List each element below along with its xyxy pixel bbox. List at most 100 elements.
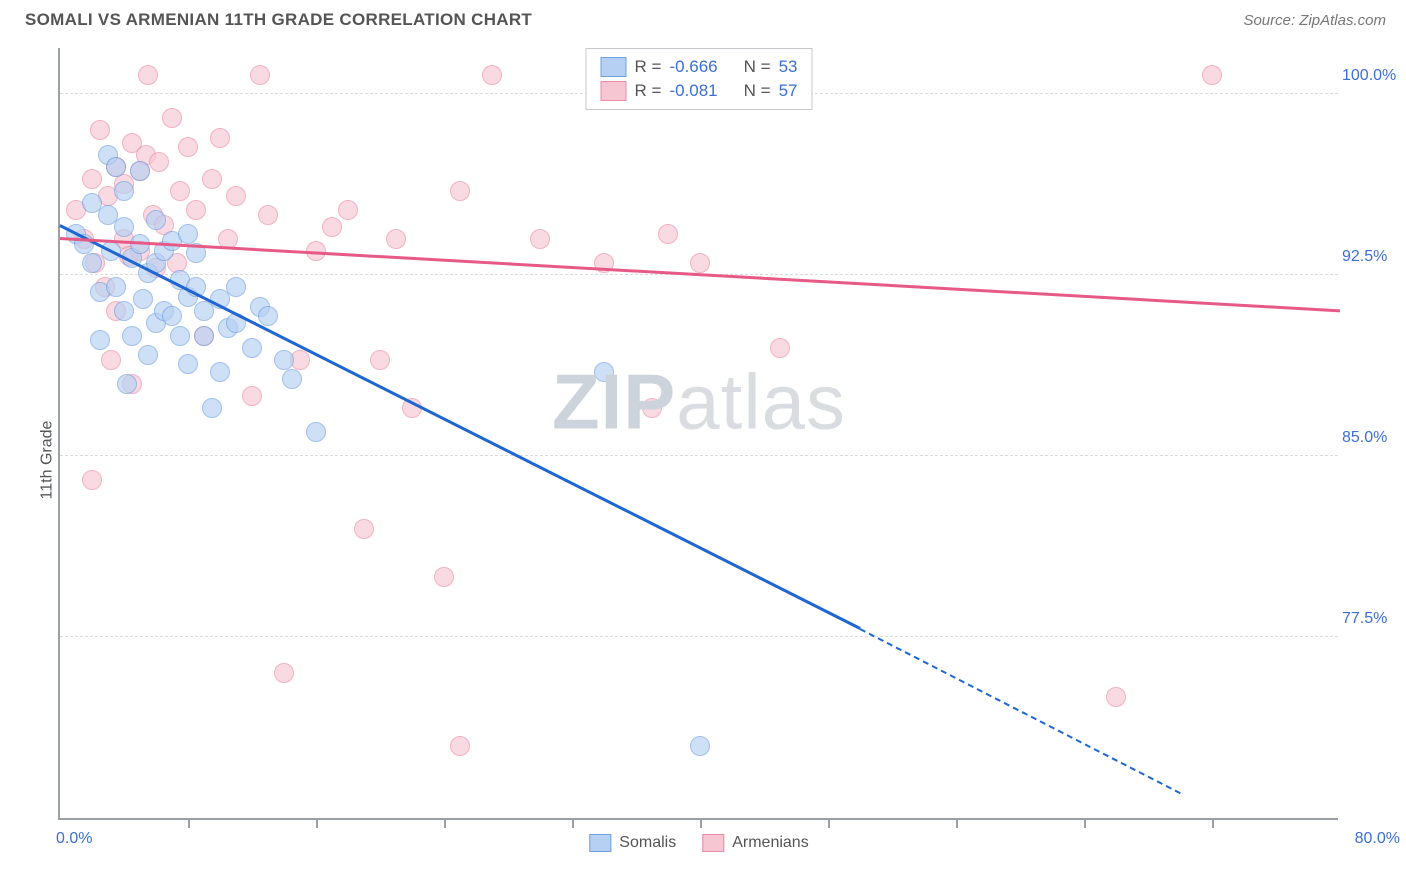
legend-item-somali: Somalis bbox=[589, 834, 676, 852]
scatter-point bbox=[146, 210, 166, 230]
legend-item-armenian: Armenians bbox=[702, 834, 808, 852]
x-axis-min-label: 0.0% bbox=[56, 830, 92, 848]
x-tick bbox=[700, 818, 702, 828]
scatter-point bbox=[114, 217, 134, 237]
scatter-point bbox=[658, 224, 678, 244]
scatter-point bbox=[242, 338, 262, 358]
scatter-point bbox=[1202, 65, 1222, 85]
legend-n-label: N = bbox=[744, 81, 771, 101]
scatter-point bbox=[370, 350, 390, 370]
scatter-point bbox=[202, 398, 222, 418]
legend-r-value: -0.666 bbox=[669, 57, 717, 77]
scatter-point bbox=[114, 181, 134, 201]
legend-swatch-somali bbox=[601, 57, 627, 77]
scatter-point bbox=[101, 350, 121, 370]
scatter-point bbox=[90, 330, 110, 350]
y-tick-label: 92.5% bbox=[1342, 248, 1400, 266]
x-tick bbox=[572, 818, 574, 828]
chart-source: Source: ZipAtlas.com bbox=[1243, 12, 1386, 29]
scatter-point bbox=[250, 65, 270, 85]
x-tick bbox=[444, 818, 446, 828]
scatter-point bbox=[186, 200, 206, 220]
scatter-point bbox=[106, 157, 126, 177]
scatter-point bbox=[306, 422, 326, 442]
scatter-point bbox=[450, 181, 470, 201]
x-tick bbox=[1084, 818, 1086, 828]
scatter-point bbox=[194, 326, 214, 346]
scatter-point bbox=[170, 181, 190, 201]
scatter-point bbox=[149, 152, 169, 172]
x-tick bbox=[1212, 818, 1214, 828]
scatter-point bbox=[274, 350, 294, 370]
chart-title: SOMALI VS ARMENIAN 11TH GRADE CORRELATIO… bbox=[25, 10, 532, 30]
legend-stats-row-armenian: R = -0.081 N = 57 bbox=[601, 79, 798, 103]
scatter-point bbox=[82, 470, 102, 490]
y-axis-label: 11th Grade bbox=[38, 421, 56, 500]
scatter-point bbox=[322, 217, 342, 237]
scatter-point bbox=[82, 253, 102, 273]
scatter-point bbox=[210, 362, 230, 382]
scatter-point bbox=[138, 65, 158, 85]
x-tick bbox=[188, 818, 190, 828]
x-axis-max-label: 80.0% bbox=[1355, 830, 1400, 848]
trend-line bbox=[59, 225, 860, 630]
scatter-point bbox=[770, 338, 790, 358]
scatter-point bbox=[274, 663, 294, 683]
scatter-point bbox=[90, 120, 110, 140]
scatter-point bbox=[450, 736, 470, 756]
scatter-point bbox=[282, 369, 302, 389]
x-tick bbox=[828, 818, 830, 828]
scatter-point bbox=[226, 277, 246, 297]
x-tick bbox=[316, 818, 318, 828]
scatter-point bbox=[133, 289, 153, 309]
scatter-point bbox=[482, 65, 502, 85]
scatter-point bbox=[130, 161, 150, 181]
scatter-point bbox=[122, 326, 142, 346]
scatter-point bbox=[434, 567, 454, 587]
scatter-point bbox=[338, 200, 358, 220]
scatter-point bbox=[106, 277, 126, 297]
chart-header: SOMALI VS ARMENIAN 11TH GRADE CORRELATIO… bbox=[0, 0, 1406, 40]
scatter-point bbox=[178, 137, 198, 157]
scatter-point bbox=[354, 519, 374, 539]
y-tick-label: 77.5% bbox=[1342, 610, 1400, 628]
y-tick-label: 85.0% bbox=[1342, 429, 1400, 447]
scatter-point bbox=[138, 345, 158, 365]
gridline bbox=[60, 636, 1338, 637]
scatter-point bbox=[210, 128, 230, 148]
legend-n-value: 53 bbox=[779, 57, 798, 77]
scatter-point bbox=[242, 386, 262, 406]
scatter-point bbox=[162, 306, 182, 326]
x-tick bbox=[956, 818, 958, 828]
scatter-point bbox=[114, 301, 134, 321]
scatter-point bbox=[226, 186, 246, 206]
legend-stats: R = -0.666 N = 53 R = -0.081 N = 57 bbox=[586, 48, 813, 110]
legend-swatch-icon bbox=[702, 834, 724, 852]
scatter-point bbox=[386, 229, 406, 249]
legend-r-label: R = bbox=[635, 57, 662, 77]
scatter-point bbox=[202, 169, 222, 189]
scatter-point bbox=[594, 362, 614, 382]
gridline bbox=[60, 455, 1338, 456]
scatter-point bbox=[82, 169, 102, 189]
scatter-point bbox=[178, 224, 198, 244]
scatter-point bbox=[258, 306, 278, 326]
legend-n-label: N = bbox=[744, 57, 771, 77]
scatter-point bbox=[690, 736, 710, 756]
scatter-point bbox=[642, 398, 662, 418]
legend-r-label: R = bbox=[635, 81, 662, 101]
chart-container: 11th Grade ZIPatlas R = -0.666 N = 53 R … bbox=[0, 40, 1406, 880]
scatter-point bbox=[117, 374, 137, 394]
legend-swatch-icon bbox=[589, 834, 611, 852]
scatter-point bbox=[170, 326, 190, 346]
legend-n-value: 57 bbox=[779, 81, 798, 101]
legend-stats-row-somali: R = -0.666 N = 53 bbox=[601, 55, 798, 79]
legend-series: Somalis Armenians bbox=[589, 834, 808, 852]
scatter-point bbox=[162, 108, 182, 128]
plot-area: ZIPatlas R = -0.666 N = 53 R = -0.081 N … bbox=[58, 48, 1338, 820]
scatter-point bbox=[690, 253, 710, 273]
legend-r-value: -0.081 bbox=[669, 81, 717, 101]
legend-swatch-armenian bbox=[601, 81, 627, 101]
y-tick-label: 100.0% bbox=[1342, 67, 1400, 85]
watermark-rest: atlas bbox=[676, 358, 846, 446]
